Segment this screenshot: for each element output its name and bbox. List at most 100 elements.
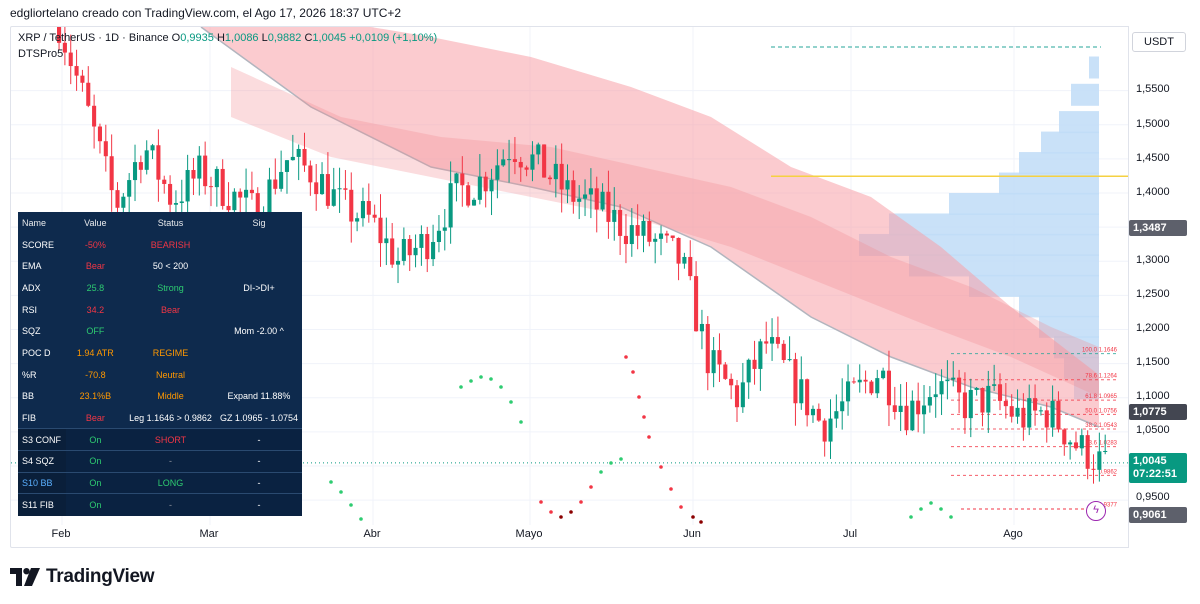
candle-body <box>606 191 611 222</box>
candle-body <box>121 196 126 208</box>
candle-body <box>834 411 839 419</box>
row-value: -70.8 <box>85 369 106 380</box>
price-tick: 1,2500 <box>1136 288 1170 300</box>
candle-body <box>407 238 412 256</box>
candle-body <box>1050 400 1055 428</box>
signal-name: S3 CONF <box>18 428 66 451</box>
candle-body <box>325 174 330 206</box>
candle-body <box>331 189 336 206</box>
candle-body <box>752 359 757 369</box>
signal-dot <box>929 501 933 505</box>
candle-body <box>653 238 658 242</box>
candle-body <box>349 189 354 222</box>
open-label: O <box>171 32 181 44</box>
row-name: %R <box>22 369 37 380</box>
candle-body <box>740 382 745 408</box>
candle-body <box>723 364 728 379</box>
row-sig: GZ 1.0965 - 1.0754 <box>219 412 298 423</box>
signal-row: S4 SQZ On - - <box>18 450 302 473</box>
candle-body <box>395 260 401 265</box>
candle-body <box>1085 435 1090 469</box>
row-value: 34.2 <box>86 304 105 315</box>
row-value: Bear <box>85 261 105 272</box>
candle-body <box>916 400 921 415</box>
candle-body <box>477 176 482 200</box>
candle-body <box>939 381 944 395</box>
signal-dot <box>349 503 353 507</box>
candle-body <box>635 225 640 236</box>
candle-body <box>425 234 430 260</box>
candle-body <box>816 408 821 421</box>
candle-body <box>226 205 231 211</box>
signal-dot <box>669 487 673 491</box>
candle-body <box>378 217 383 244</box>
fib-level-label: 38.2 1.0543 <box>1085 423 1117 429</box>
last-price-tag: 1,0045 07:22:51 <box>1129 453 1187 483</box>
candle-body <box>68 52 73 67</box>
candle-body <box>1044 410 1049 428</box>
signal-row: S10 BB On LONG - <box>18 471 302 494</box>
fib-level-label: 100.0 1.1646 <box>1082 348 1118 354</box>
candle-body <box>454 173 459 184</box>
signal-dot <box>619 457 623 461</box>
signal-dot <box>489 377 493 381</box>
row-status: Neutral <box>156 369 186 380</box>
alert-bolt-icon[interactable]: ϟ <box>1086 501 1106 521</box>
tradingview-brand[interactable]: TradingView <box>10 566 155 588</box>
candle-body <box>471 199 477 206</box>
time-label: Ago <box>1003 528 1023 540</box>
candle-body <box>220 168 225 206</box>
candle-body <box>1091 468 1096 470</box>
open-value: 0,9935 <box>180 32 214 44</box>
signal-dot <box>559 515 563 519</box>
candle-body <box>507 159 512 161</box>
candle-body <box>553 163 558 180</box>
row-name: POC D <box>22 347 51 358</box>
candle-body <box>647 220 652 242</box>
candle-body <box>495 165 500 180</box>
candle-body <box>1079 435 1084 449</box>
bearish-cloud <box>201 27 1099 427</box>
candle-body <box>746 359 751 383</box>
price-tick: 1,1500 <box>1136 356 1170 368</box>
row-value: -50% <box>84 239 106 250</box>
candle-body <box>244 189 249 198</box>
currency-selector[interactable]: USDT <box>1132 32 1186 52</box>
signal-direction: - <box>125 450 216 473</box>
candle-body <box>431 242 436 260</box>
table-row: RSI 34.2 Bear <box>18 299 302 321</box>
candle-body <box>927 397 932 406</box>
candle-body <box>781 343 786 361</box>
candle-body <box>536 144 541 155</box>
volume-profile-bar <box>999 172 1099 195</box>
col-header: Value <box>84 217 107 228</box>
indicator-name[interactable]: DTSPro5 <box>18 48 64 60</box>
candle-body <box>92 105 97 127</box>
signal-name: S4 SQZ <box>18 450 66 473</box>
candle-body <box>115 190 120 208</box>
candle-body <box>945 379 950 382</box>
candle-body <box>618 209 623 236</box>
signal-name: S10 BB <box>18 471 66 494</box>
signal-state: On <box>65 450 126 473</box>
candle-body <box>951 377 956 380</box>
candle-body <box>460 173 465 186</box>
candle-body <box>962 392 967 419</box>
signal-dot <box>647 435 651 439</box>
time-label: Feb <box>51 528 71 540</box>
signal-dot <box>699 520 703 524</box>
signal-dot <box>339 490 343 494</box>
fib-level-label: 61.8 1.0965 <box>1085 394 1117 400</box>
change-value: +0,0109 (+1,10%) <box>349 32 438 44</box>
time-label: Jul <box>842 528 858 540</box>
candle-body <box>612 209 617 222</box>
candle-body <box>793 359 798 404</box>
candle-body <box>80 75 85 83</box>
candle-body <box>764 341 769 344</box>
candle-body <box>144 150 149 170</box>
candle-body <box>822 420 827 442</box>
volume-profile-bar <box>1041 131 1099 154</box>
symbol-legend[interactable]: XRP / TetherUS · 1D · Binance O0,9935 H1… <box>18 32 437 44</box>
fib-level-label: 50.0 1.0756 <box>1085 408 1117 414</box>
row-sig <box>216 364 302 386</box>
